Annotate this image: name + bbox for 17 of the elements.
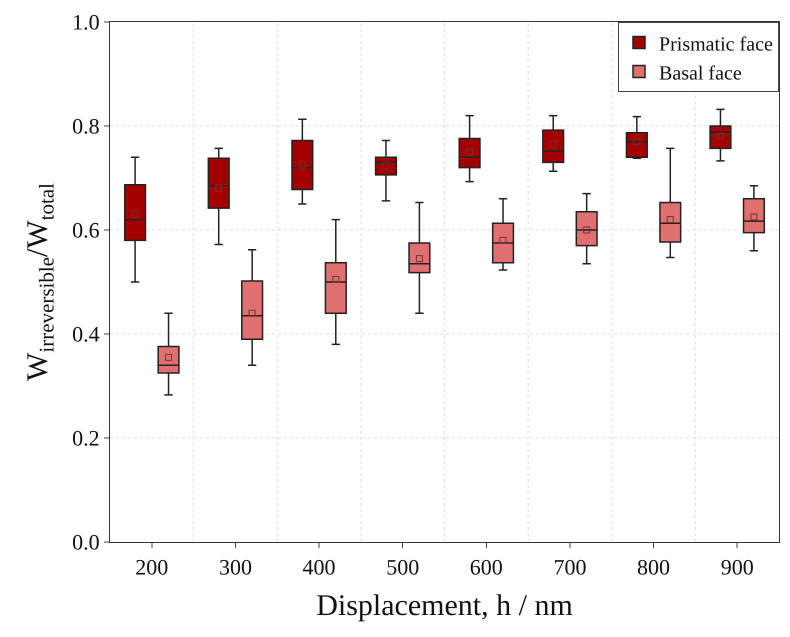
- x-tick-label: 800: [637, 554, 670, 580]
- x-axis-title: Displacement, h / nm: [316, 588, 573, 622]
- y-tick-label: 0.0: [72, 530, 100, 555]
- x-tick-label: 900: [720, 554, 754, 580]
- x-tick-label: 500: [386, 554, 420, 580]
- x-tick-label: 700: [553, 554, 586, 580]
- y-tick-label: 0.2: [72, 426, 100, 451]
- y-tick-label: 0.8: [72, 114, 100, 139]
- legend-label: Prismatic face: [659, 33, 773, 56]
- x-tick-label: 600: [470, 554, 503, 580]
- x-tick-label: 200: [135, 554, 168, 580]
- y-tick-label: 1.0: [72, 10, 100, 35]
- legend-label: Basal face: [659, 62, 742, 84]
- y-tick-label: 0.4: [72, 322, 100, 347]
- x-tick-label: 300: [218, 554, 252, 580]
- y-tick-label: 0.6: [72, 218, 100, 243]
- x-tick-label: 400: [302, 554, 336, 580]
